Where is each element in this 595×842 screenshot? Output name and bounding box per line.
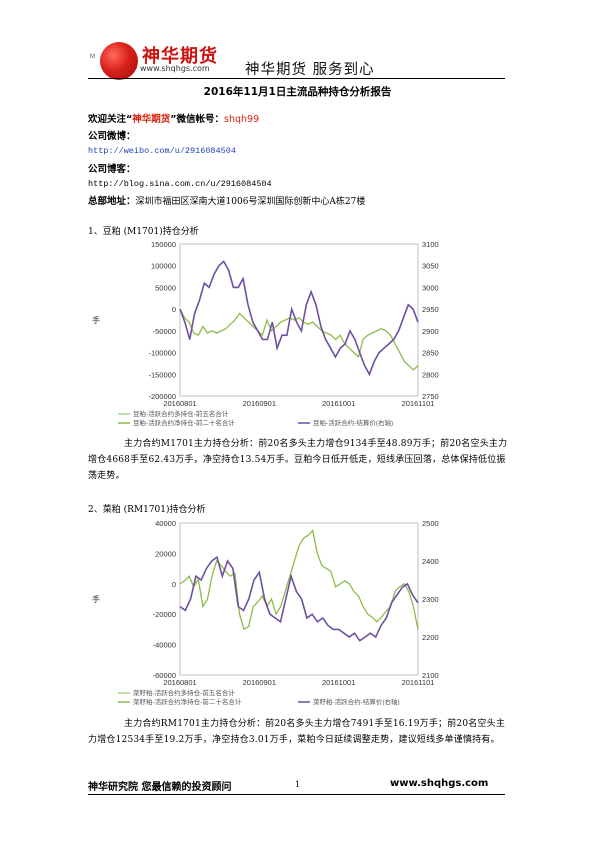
analysis-paragraph: 主力合约RM1701主力持仓分析：前20名多头主力增仓7491手至16.19万手… (88, 719, 506, 745)
address-line: 总部地址：深圳市福田区深南大道1006号深圳国际创新中心A栋27楼 (88, 196, 366, 207)
legend-label: 菜籽粕-活跃合约多持仓-前五名合计 (133, 688, 235, 697)
x-tick-label: 20161001 (322, 399, 355, 408)
x-tick-label: 20161101 (402, 399, 435, 408)
page-number: 1 (295, 780, 301, 789)
y2-tick-label: 2950 (422, 305, 439, 314)
y-tick-label: 50000 (155, 283, 176, 292)
x-tick-label: 20160901 (243, 399, 276, 408)
rapeseed-meal-chart: 40000 20000 0 -20000 -40000 -60000 2500 2400 230… (92, 519, 439, 706)
y-tick-label: 20000 (155, 549, 176, 558)
series-line (179, 308, 419, 371)
y-tick-label: -50000 (153, 327, 176, 336)
logo-mark-text: M (90, 54, 95, 60)
blog-label: 公司博客： (88, 164, 136, 175)
legend-label: 豆粕-活跃合约-结算价(右轴) (313, 418, 393, 427)
plot-frame (179, 522, 419, 676)
y2-tick-label: 2500 (422, 519, 439, 528)
y2-tick-label: 2850 (422, 349, 439, 358)
y2-tick-label: 2800 (422, 370, 439, 379)
y2-tick-label: 2900 (422, 327, 439, 336)
legend-label: 菜籽粕-活跃合约-结算价(右轴) (313, 697, 400, 706)
y-tick-label: 150000 (151, 240, 176, 249)
x-tick-label: 20160801 (163, 399, 196, 408)
footer-website: www.shqhgs.com (390, 778, 489, 789)
legend-label: 豆粕-活跃合约多持仓-前五名合计 (133, 409, 229, 418)
slogan: 神华期货 服务到心 (245, 62, 375, 78)
analysis-paragraph: 主力合约M1701主力持仓分析：前20名多头主力增仓9134手至48.89万手；… (88, 439, 508, 481)
company-logo-globe (100, 42, 138, 80)
y-tick-label: 100000 (151, 262, 176, 271)
y2-tick-label: 2100 (422, 671, 439, 680)
plot-frame (179, 243, 419, 397)
y2-tick-label: 2400 (422, 557, 439, 566)
x-tick-label: 20161101 (402, 678, 435, 687)
page-title: 2016年11月1日主流品种持仓分析报告 (203, 86, 392, 98)
wechat-line: 欢迎关注“神华期货”微信帐号：shqh99 (88, 114, 260, 125)
soymeal-chart: 150000 100000 50000 0 -50000 -100000 -150000 -2… (92, 240, 439, 427)
header-divider (88, 78, 505, 79)
y-axis-label: 手 (92, 594, 100, 604)
y-tick-label: -60000 (153, 671, 176, 680)
y-tick-label: -40000 (153, 641, 176, 650)
legend-label: 豆粕-活跃合约净持仓-前二十名合计 (133, 418, 235, 427)
x-tick-label: 20161001 (322, 678, 355, 687)
logo-url: www.shqhgs.com (140, 64, 210, 73)
y-tick-label: 0 (172, 580, 176, 589)
y-tick-label: 40000 (155, 519, 176, 528)
y-tick-label: -100000 (148, 349, 176, 358)
y2-tick-label: 2200 (422, 633, 439, 642)
legend-label: 菜籽粕-活跃合约净持仓-前二十名合计 (133, 697, 242, 706)
section-heading: 1、豆粕 (M1701)持仓分析 (88, 227, 199, 237)
weibo-link[interactable]: http://weibo.com/u/2916084504 (88, 146, 236, 156)
x-tick-label: 20160801 (163, 678, 196, 687)
y2-tick-label: 2300 (422, 595, 439, 604)
series-line (179, 260, 419, 377)
y2-tick-label: 3100 (422, 240, 439, 249)
weibo-label: 公司微博： (88, 131, 136, 142)
y2-tick-label: 3050 (422, 262, 439, 271)
y-tick-label: -200000 (148, 392, 176, 401)
y-axis-label: 手 (92, 315, 100, 325)
x-tick-label: 20160901 (243, 678, 276, 687)
section-heading: 2、菜粕 (RM1701)持仓分析 (88, 505, 206, 515)
footer-left: 神华研究院 您最信赖的投资顾问 (88, 782, 232, 793)
blog-link[interactable]: http://blog.sina.com.cn/u/2916084504 (88, 179, 272, 189)
y-tick-label: -20000 (153, 610, 176, 619)
y2-tick-label: 3000 (422, 283, 439, 292)
y-tick-label: -150000 (148, 370, 176, 379)
footer-divider (88, 794, 505, 795)
series-line (179, 555, 419, 642)
y2-tick-label: 2750 (422, 392, 439, 401)
y-tick-label: 0 (172, 305, 176, 314)
logo-text: 神华期货 (142, 46, 218, 67)
